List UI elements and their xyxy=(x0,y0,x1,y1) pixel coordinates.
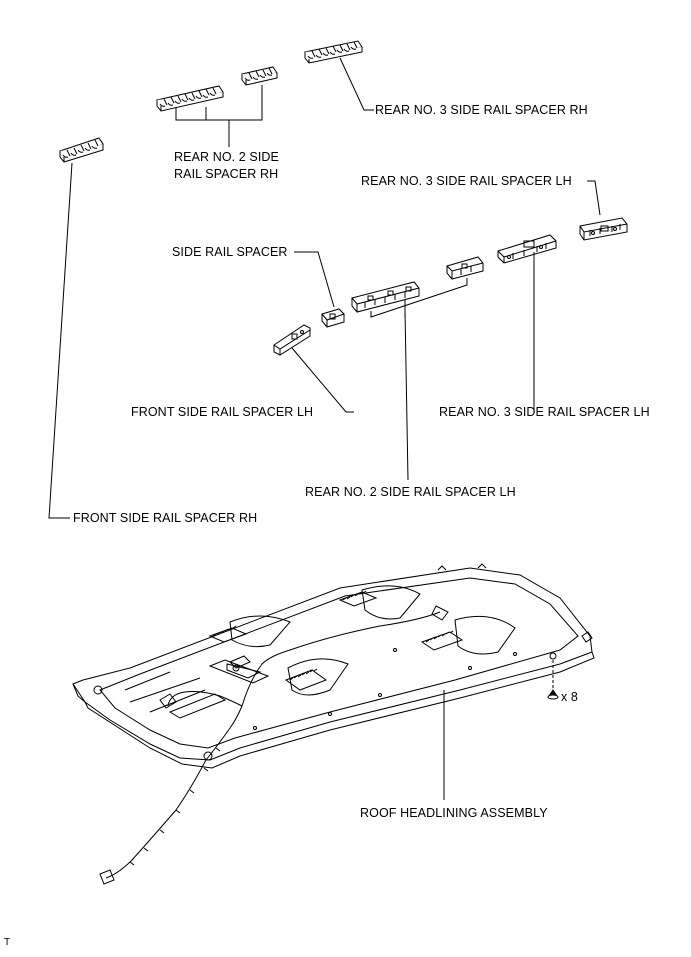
rear-no3-side-rail-spacer-lh-part-top xyxy=(579,217,628,241)
leader-front-lh xyxy=(291,347,354,413)
leader-rear-no3-lh-top xyxy=(587,180,601,216)
rear-no2-side-rail-spacer-lh-part-a xyxy=(351,281,420,313)
label-front-side-rail-spacer-lh: FRONT SIDE RAIL SPACER LH xyxy=(131,405,314,419)
rear-no3-side-rail-spacer-lh-part-right xyxy=(497,234,557,264)
label-clip-quantity: x 8 xyxy=(561,690,578,704)
leader-front-rh xyxy=(48,162,73,519)
clip-icon xyxy=(547,689,559,700)
leader-side-rail-spacer xyxy=(294,251,335,308)
front-side-rail-spacer-lh-part xyxy=(273,324,311,356)
rear-no2-side-rail-spacer-rh-part-b xyxy=(241,66,278,86)
label-front-side-rail-spacer-rh: FRONT SIDE RAIL SPACER RH xyxy=(73,511,258,525)
rear-no2-side-rail-spacer-lh-part-b xyxy=(446,256,484,280)
corner-mark: T xyxy=(4,937,11,948)
bracket-rear-no2-rh xyxy=(175,85,263,121)
label-roof-headlining-assembly: ROOF HEADLINING ASSEMBLY xyxy=(360,806,548,820)
leader-rear-no3-rh xyxy=(339,57,374,111)
rear-no3-side-rail-spacer-rh-part xyxy=(304,40,363,64)
bracket-rear-no2-lh xyxy=(370,278,468,318)
label-side-rail-spacer: SIDE RAIL SPACER xyxy=(172,245,288,259)
label-rear-no3-side-rail-spacer-lh-right: REAR NO. 3 SIDE RAIL SPACER LH xyxy=(439,405,650,419)
label-rear-no2-side-rail-spacer-rh-line1: REAR NO. 2 SIDE xyxy=(174,150,279,164)
side-rail-spacer-part xyxy=(321,308,345,328)
label-rear-no2-side-rail-spacer-rh-line2: RAIL SPACER RH xyxy=(174,167,279,181)
label-rear-no2-side-rail-spacer-lh: REAR NO. 2 SIDE RAIL SPACER LH xyxy=(305,485,516,499)
label-rear-no3-side-rail-spacer-rh: REAR NO. 3 SIDE RAIL SPACER RH xyxy=(375,103,588,117)
label-rear-no3-side-rail-spacer-lh-top: REAR NO. 3 SIDE RAIL SPACER LH xyxy=(361,174,572,188)
front-side-rail-spacer-rh-part xyxy=(59,137,104,163)
roof-headlining-part xyxy=(72,563,595,885)
rear-no2-side-rail-spacer-rh-part-a xyxy=(156,85,224,112)
leader-rear-no2-lh xyxy=(404,309,409,481)
